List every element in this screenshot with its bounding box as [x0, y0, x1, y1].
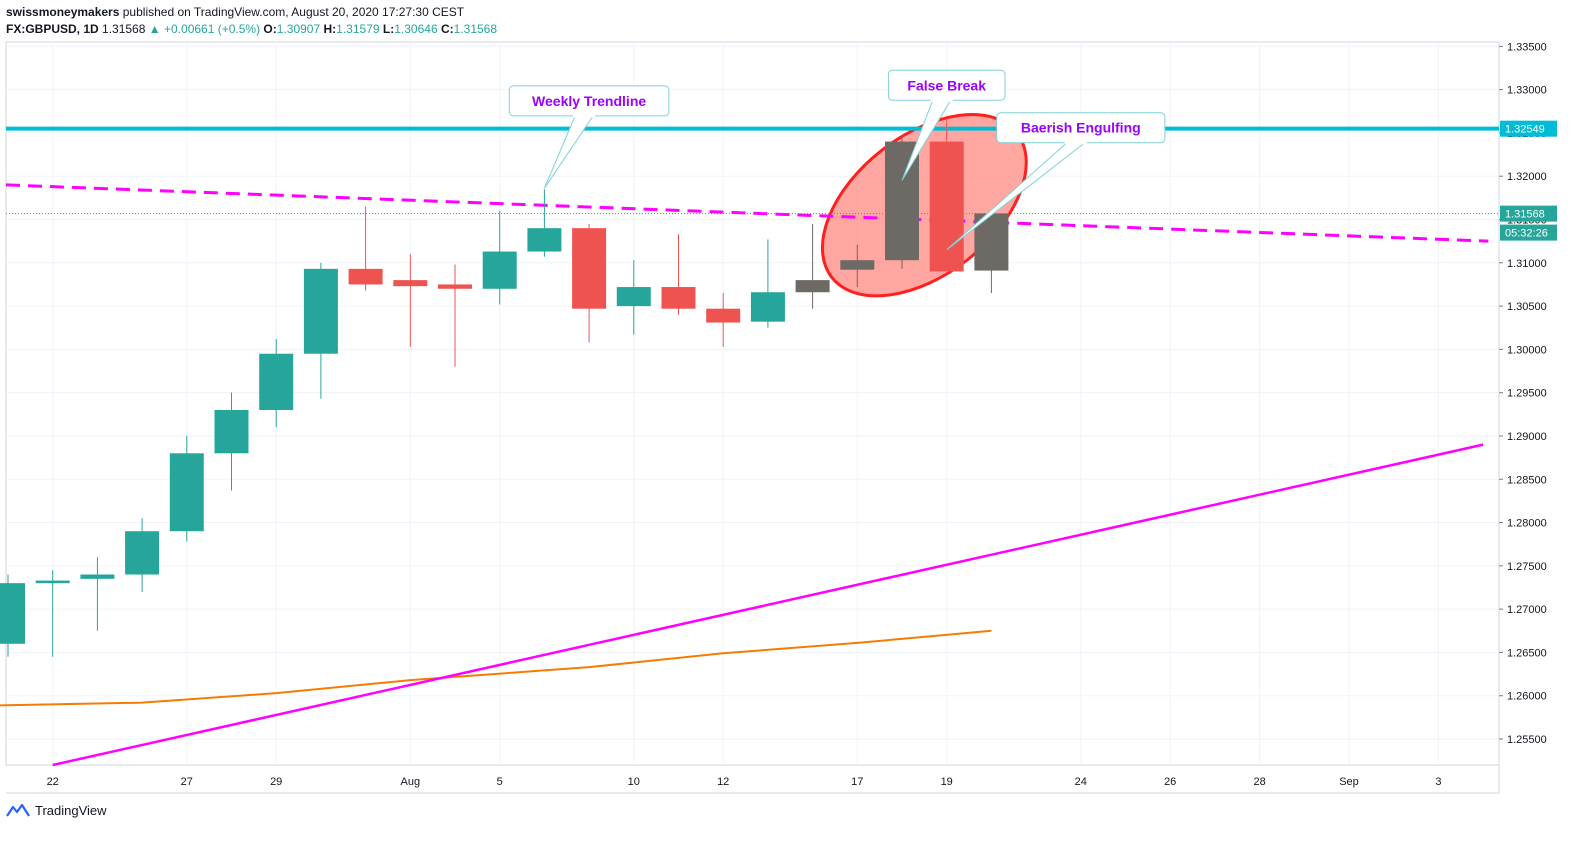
candle-body [750, 292, 785, 322]
high-value: 1.31579 [336, 22, 380, 36]
change-label: +0.00661 (+0.5%) [164, 22, 261, 36]
annotation-callout: Baerish Engulfing [946, 112, 1166, 251]
candle-body [125, 531, 160, 575]
candle-body [795, 280, 830, 293]
y-tick-label: 1.28000 [1507, 518, 1547, 530]
candle-body [393, 280, 428, 287]
resistance-price-label-bg [1500, 120, 1557, 137]
plot-area [5, 41, 1500, 766]
resistance-price-label: 1.32549 [1505, 124, 1545, 136]
candle-body [438, 284, 472, 289]
published-text: published on TradingView.com, August 20,… [122, 5, 465, 19]
open-value: 1.30907 [276, 22, 321, 36]
footer-brand[interactable]: TradingView [35, 803, 107, 818]
candle-body [0, 583, 25, 644]
y-tick-label: 1.26500 [1507, 647, 1547, 659]
y-tick-label: 1.27500 [1507, 561, 1547, 573]
y-tick-label: 1.28500 [1507, 474, 1547, 486]
annotation-joint [573, 114, 596, 118]
y-tick-label: 1.30000 [1507, 344, 1547, 356]
ohlc-line: FX:GBPUSD, 1D 1.31568 ▲ +0.00661 (+0.5%)… [6, 21, 1206, 38]
footer: TradingView [6, 803, 107, 818]
candle-body [303, 268, 338, 354]
candle-body [259, 353, 294, 410]
candle-body [929, 141, 964, 272]
x-tick-label: 29 [270, 776, 282, 788]
annotation-callout: False Break [887, 69, 1006, 181]
annotation-joint [1064, 141, 1087, 145]
low-value: 1.30646 [394, 22, 438, 36]
candle-body [35, 580, 70, 584]
y-tick-label: 1.32000 [1507, 171, 1547, 183]
x-tick-label: 24 [1075, 776, 1087, 788]
y-tick-label: 1.29500 [1507, 388, 1547, 400]
x-tick-label: 10 [628, 776, 640, 788]
x-tick-label: 5 [497, 776, 503, 788]
x-tick-label: Sep [1339, 776, 1359, 788]
bar-countdown-label: 05:32:26 [1505, 228, 1548, 240]
x-tick-label: 26 [1164, 776, 1176, 788]
x-tick-label: 27 [181, 776, 193, 788]
annotation-label: Weekly Trendline [532, 93, 646, 109]
high-label: H: [323, 22, 337, 36]
tradingview-logo-icon[interactable] [6, 803, 30, 818]
candle-body [169, 453, 204, 532]
candle-body [840, 260, 875, 270]
candle-body [572, 228, 607, 309]
low-label: L: [382, 22, 395, 36]
x-tick-label: 17 [851, 776, 863, 788]
candle-body [214, 409, 249, 454]
candle-body [706, 308, 741, 323]
publish-line: swissmoneymakers published on TradingVie… [6, 4, 1206, 21]
last-price-label-bg [1500, 205, 1557, 222]
y-tick-label: 1.30500 [1507, 301, 1547, 313]
rising-trendline [52, 443, 1484, 767]
candle-body [527, 228, 562, 252]
last-price-label: 1.31568 [102, 22, 146, 36]
symbol-label: FX:GBPUSD, 1D [6, 22, 99, 36]
x-tick-label: 3 [1435, 776, 1441, 788]
close-value: 1.31568 [453, 22, 498, 36]
annotation-label: False Break [907, 77, 986, 93]
open-label: O: [263, 22, 277, 36]
annotation-callout: Weekly Trendline [508, 85, 670, 189]
bar-countdown-label-bg [1500, 224, 1557, 241]
candle-body [616, 287, 651, 307]
candle-body [80, 574, 115, 579]
candle-body [482, 251, 517, 289]
last-price-label: 1.31568 [1505, 209, 1545, 221]
y-tick-label: 1.33000 [1507, 85, 1547, 97]
chart-header: swissmoneymakers published on TradingVie… [6, 4, 1206, 38]
y-tick-label: 1.27000 [1507, 604, 1547, 616]
up-arrow-icon: ▲ [148, 22, 161, 36]
x-tick-label: Aug [401, 776, 421, 788]
x-tick-label: 28 [1253, 776, 1265, 788]
y-tick-label: 1.33500 [1507, 41, 1547, 53]
x-tick-label: 19 [941, 776, 953, 788]
y-tick-label: 1.25500 [1507, 734, 1547, 746]
candle-body [348, 268, 383, 285]
y-tick-label: 1.31000 [1507, 258, 1547, 270]
annotation-joint [930, 98, 953, 102]
y-tick-label: 1.26000 [1507, 691, 1547, 703]
close-label: C: [440, 22, 454, 36]
ema-line [0, 629, 992, 707]
annotation-label: Baerish Engulfing [1021, 120, 1141, 136]
candle-body [661, 287, 696, 309]
weekly-trendline-dashed [5, 183, 1489, 243]
y-tick-label: 1.29000 [1507, 431, 1547, 443]
x-tick-label: 22 [47, 776, 59, 788]
x-tick-label: 12 [717, 776, 729, 788]
publisher-name[interactable]: swissmoneymakers [6, 5, 120, 19]
